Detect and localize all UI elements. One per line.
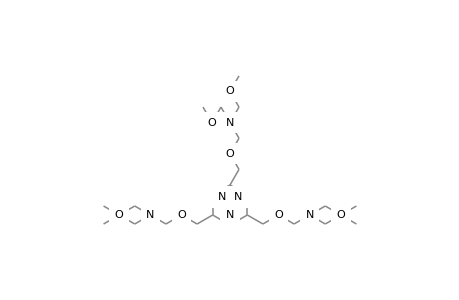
Text: O: O [336,210,344,220]
Text: O: O [177,210,185,220]
Text: O: O [336,210,344,220]
Text: O: O [225,86,234,97]
Text: N: N [225,118,234,128]
Text: O: O [115,210,123,220]
Text: N: N [146,210,154,220]
Text: N: N [218,192,226,202]
Text: O: O [115,210,123,220]
Text: O: O [207,118,216,128]
Text: N: N [233,192,241,202]
Text: N: N [305,210,313,220]
Text: O: O [225,149,234,159]
Text: O: O [274,210,282,220]
Text: N: N [225,210,234,220]
